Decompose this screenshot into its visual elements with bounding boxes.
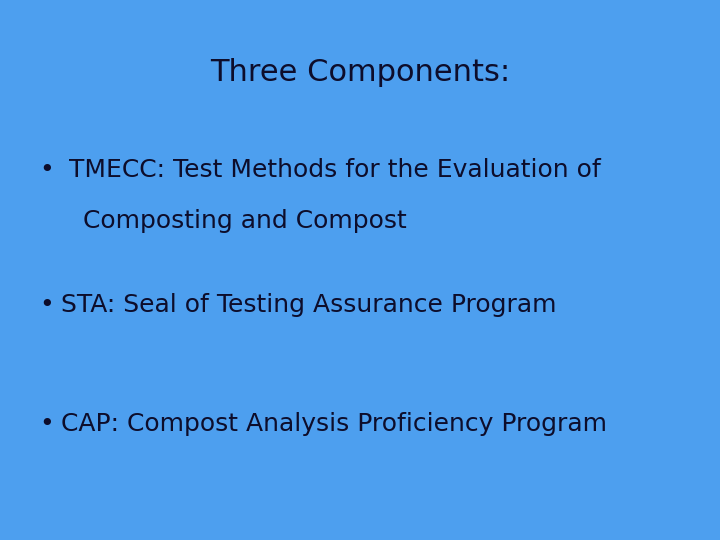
- Text: CAP: Compost Analysis Proficiency Program: CAP: Compost Analysis Proficiency Progra…: [61, 412, 607, 436]
- Text: Composting and Compost: Composting and Compost: [83, 210, 407, 233]
- Text: •: •: [40, 412, 54, 436]
- Text: STA: Seal of Testing Assurance Program: STA: Seal of Testing Assurance Program: [61, 293, 557, 317]
- Text: Three Components:: Three Components:: [210, 58, 510, 87]
- Text: •: •: [40, 293, 54, 317]
- Text: •: •: [40, 158, 54, 182]
- Text: TMECC: Test Methods for the Evaluation of: TMECC: Test Methods for the Evaluation o…: [61, 158, 601, 182]
